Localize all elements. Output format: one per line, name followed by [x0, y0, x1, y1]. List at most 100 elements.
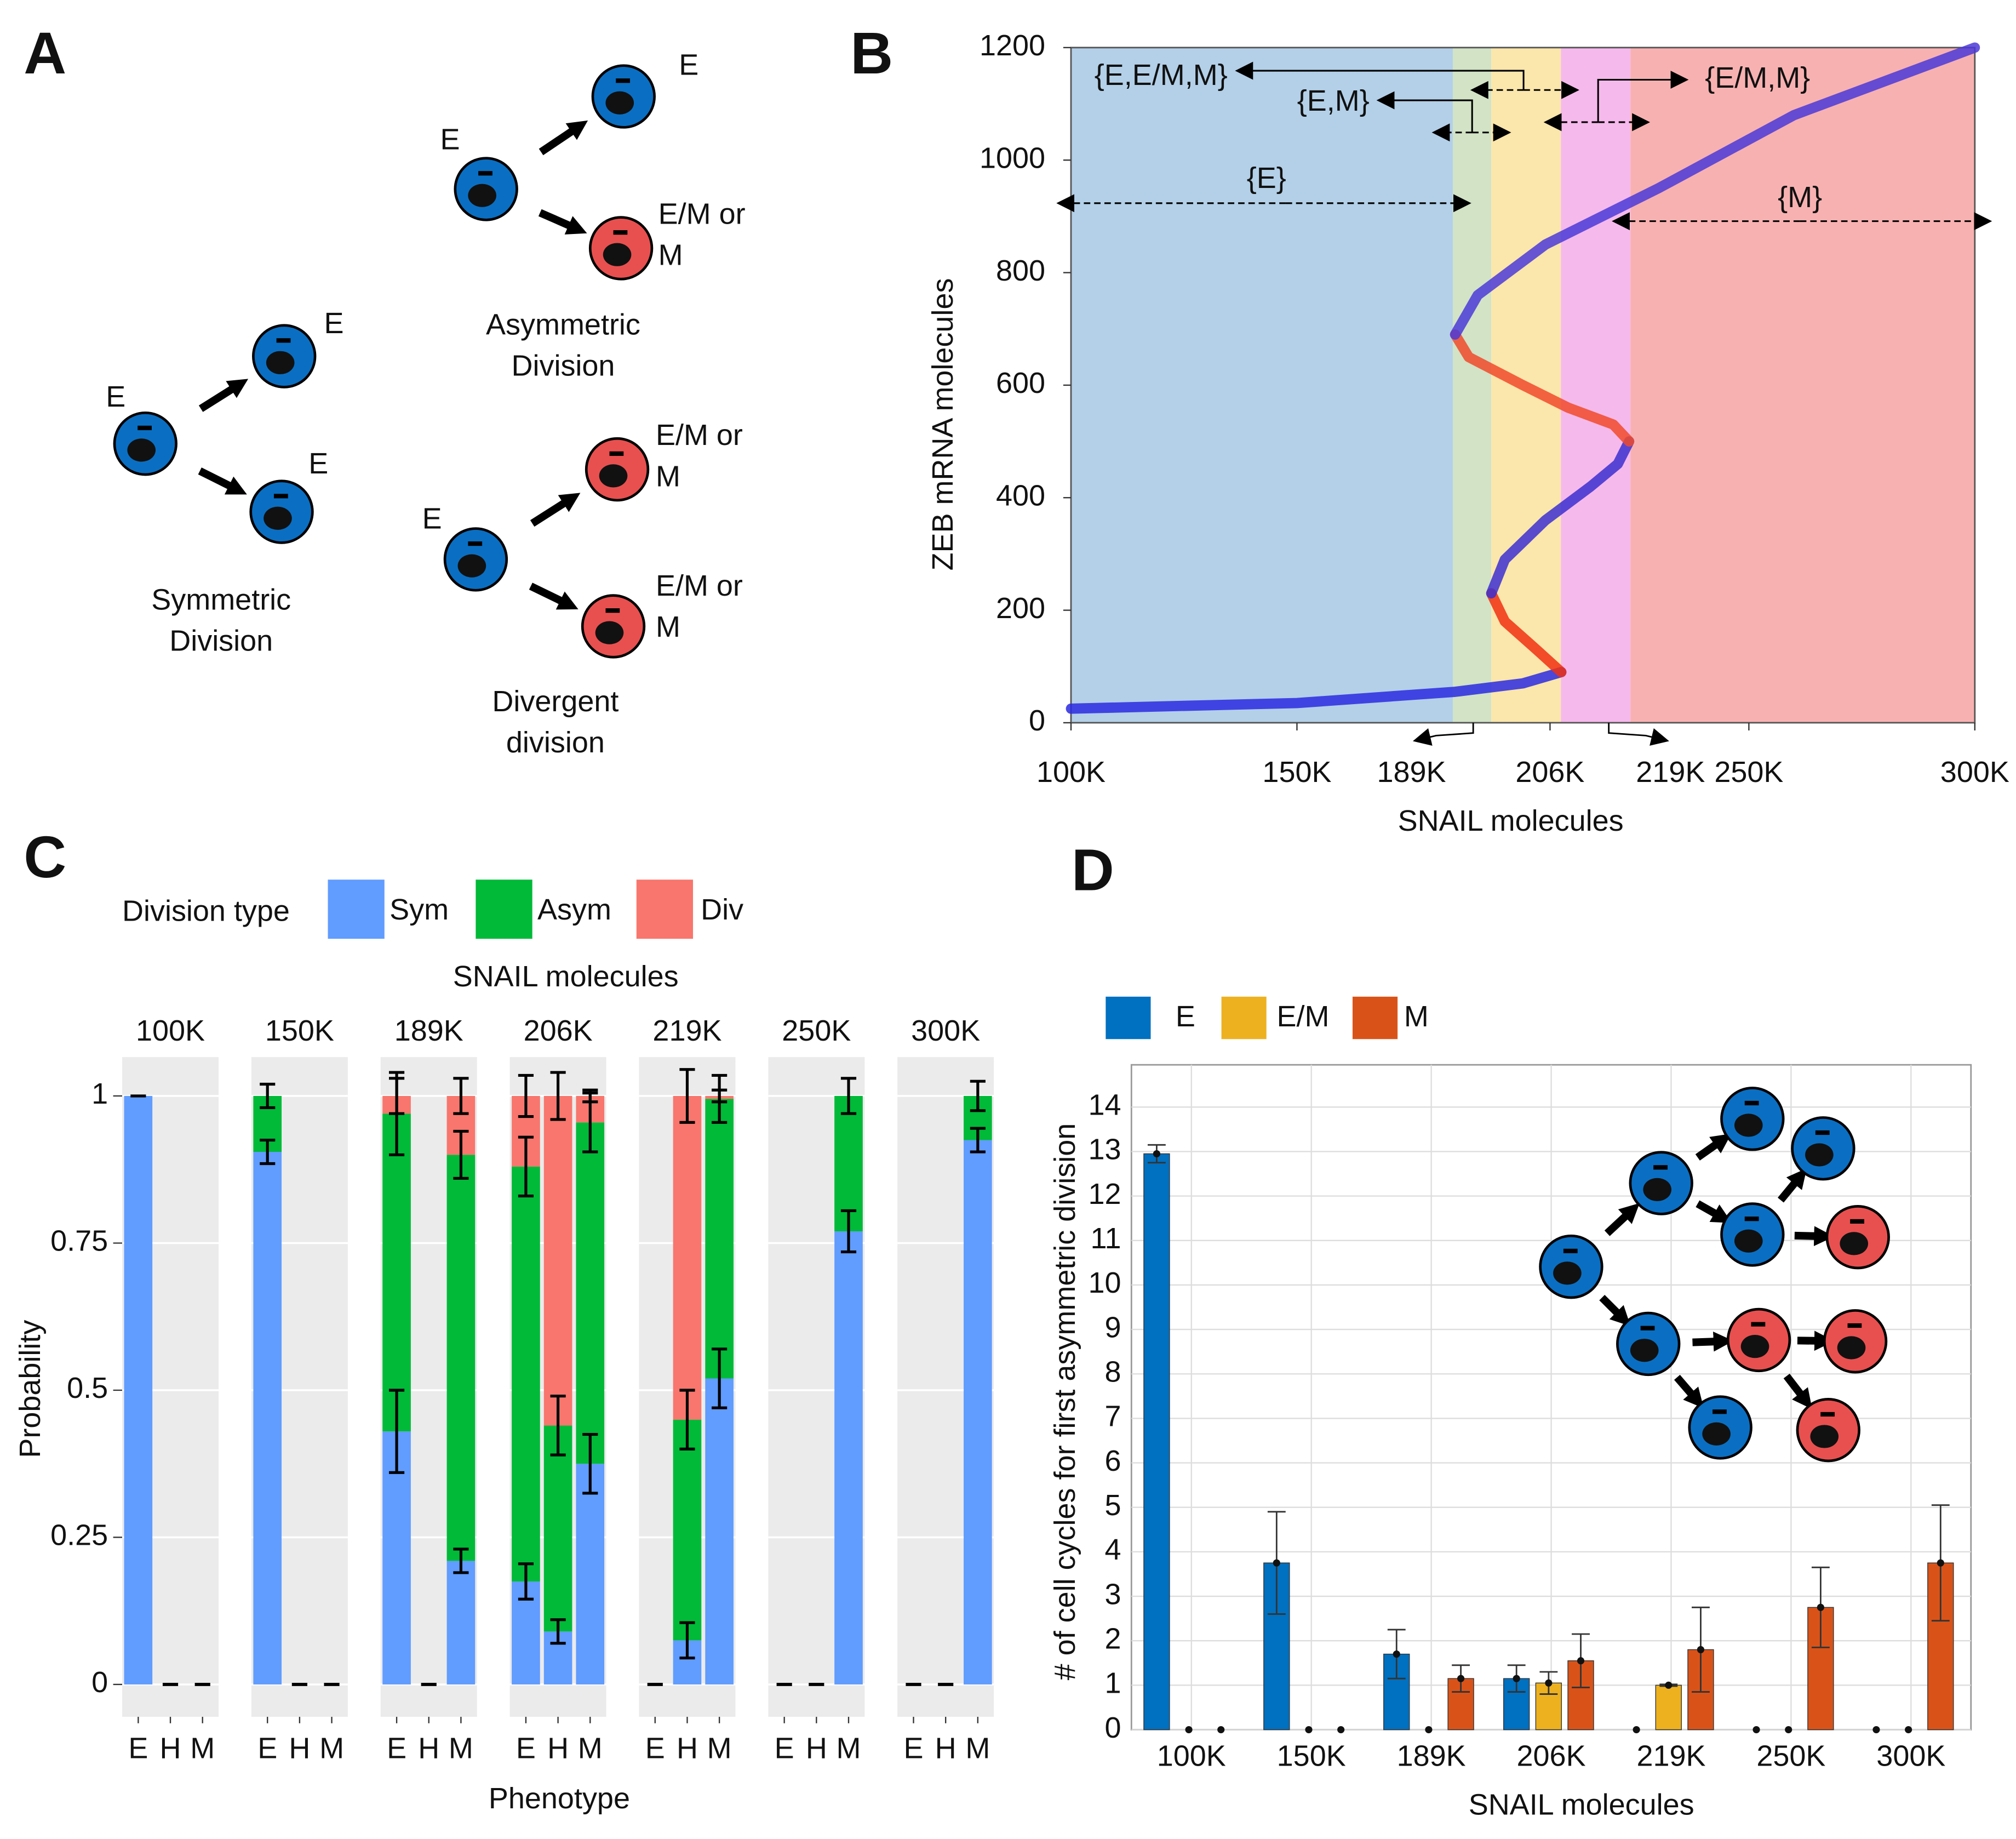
- diagram-title: Symmetric: [151, 584, 291, 616]
- y-tick-label: 14: [1088, 1089, 1121, 1122]
- annotation: {M}: [1778, 181, 1822, 214]
- y-axis-label: # of cell cycles for first asymmetric di…: [1049, 1123, 1081, 1681]
- y-tick-label: 7: [1105, 1400, 1121, 1433]
- x-tick-label: M: [707, 1732, 732, 1764]
- error-bar: [550, 1071, 566, 1121]
- cell-mark: [609, 451, 624, 456]
- bar-point: [1665, 1681, 1673, 1689]
- y-axis-label: ZEB mRNA molecules: [926, 278, 959, 571]
- x-tick-label: H: [547, 1732, 569, 1764]
- error-bar: [260, 1138, 276, 1166]
- cell-nucleus: [457, 554, 486, 578]
- annotation-arrow: [1597, 71, 1689, 122]
- y-tick-label: 0.25: [50, 1519, 108, 1552]
- cell-nucleus: [266, 351, 295, 374]
- diagram-title: Division: [169, 625, 273, 658]
- bar-segment: [382, 1113, 411, 1432]
- error-bar: [550, 1395, 566, 1457]
- x-tick-label: H: [806, 1732, 827, 1764]
- x-tick-label: 189K: [1397, 1739, 1466, 1772]
- x-tick-label: 250K: [1756, 1739, 1825, 1772]
- bar-segment: [543, 1095, 572, 1426]
- x-tick-label: H: [289, 1732, 310, 1764]
- panel-letter: D: [1072, 836, 1114, 903]
- y-tick-label: 800: [996, 254, 1045, 287]
- bar-segment: [576, 1464, 605, 1684]
- diagram-title: Asymmetric: [486, 308, 640, 341]
- x-tick-label: 300K: [1876, 1739, 1945, 1772]
- arrow: [1696, 1200, 1732, 1223]
- y-tick-label: 0.5: [67, 1372, 108, 1404]
- facet-label: 189K: [394, 1014, 463, 1047]
- cell-nucleus: [127, 438, 156, 462]
- x-tick-label: 100K: [1157, 1739, 1226, 1772]
- bar-point: [1752, 1726, 1760, 1734]
- cell-nucleus: [603, 243, 632, 266]
- bar-point: [1457, 1675, 1465, 1682]
- legend-swatch: [1221, 996, 1267, 1040]
- arrow: [1692, 1332, 1734, 1352]
- cell-label: E: [422, 502, 442, 535]
- error-bar: [550, 1618, 566, 1645]
- bar-segment: [124, 1095, 153, 1684]
- diagram-title: Divergent: [492, 685, 618, 718]
- cell-nucleus: [1810, 1425, 1839, 1448]
- bar-point: [1305, 1726, 1313, 1734]
- facet-label: 300K: [911, 1014, 980, 1047]
- cell-nucleus: [1837, 1336, 1866, 1360]
- cell-label: E: [308, 447, 328, 480]
- bifurcation-curve: [1066, 667, 1567, 714]
- arrow: [1783, 1373, 1812, 1409]
- error-bar: [712, 1088, 728, 1104]
- x-tick-label: E: [645, 1732, 665, 1764]
- x-tick-label: M: [578, 1732, 603, 1764]
- arrow: [1778, 1168, 1807, 1203]
- bar: [1655, 1684, 1682, 1731]
- x-tick-label: H: [935, 1732, 957, 1764]
- error-bar: [970, 1080, 986, 1112]
- region: [1561, 47, 1631, 723]
- x-tick-label: 100K: [1036, 756, 1106, 789]
- x-tick-label: M: [449, 1732, 473, 1764]
- bar-point: [1633, 1726, 1640, 1734]
- y-tick-label: 8: [1105, 1355, 1121, 1388]
- x-tick-label: E: [257, 1732, 277, 1764]
- y-tick-label: 1200: [980, 29, 1045, 62]
- error-bar: [518, 1135, 534, 1198]
- arrow: [529, 582, 579, 610]
- region: [1630, 47, 1975, 723]
- y-tick-label: 6: [1105, 1444, 1121, 1477]
- x-tick-label: M: [965, 1732, 990, 1764]
- bar-point: [1697, 1646, 1705, 1654]
- y-tick-label: 1000: [980, 141, 1045, 174]
- cell-mark: [1640, 1326, 1655, 1330]
- arrow: [1797, 1330, 1835, 1351]
- bar-segment: [673, 1419, 702, 1641]
- x-axis-label: Phenotype: [489, 1782, 630, 1815]
- cell-label: E: [106, 380, 125, 413]
- panel-letter: C: [24, 824, 66, 890]
- cell-mark: [1563, 1248, 1578, 1254]
- arrow: [198, 379, 249, 412]
- legend-label: E: [1176, 1000, 1195, 1033]
- error-bar: [453, 1547, 469, 1574]
- legend-title: Division type: [122, 895, 290, 928]
- error-bar: [582, 1088, 598, 1104]
- cell-nucleus: [468, 184, 496, 207]
- x-tick-label: H: [418, 1732, 439, 1764]
- x-tick-label: E: [775, 1732, 794, 1764]
- legend-label: Asym: [537, 893, 611, 926]
- x-tick-label: E: [128, 1732, 148, 1764]
- bar-point: [1273, 1559, 1280, 1567]
- cell-nucleus: [1734, 1113, 1763, 1137]
- y-tick-label: 3: [1105, 1578, 1121, 1610]
- x-tick-label: 150K: [1262, 756, 1331, 789]
- legend-swatch: [1106, 996, 1151, 1040]
- cell-nucleus: [1840, 1232, 1869, 1255]
- facet-label: 219K: [652, 1014, 721, 1047]
- bar-point: [1905, 1726, 1912, 1734]
- cell-nucleus: [595, 621, 624, 644]
- x-tick-label: 206K: [1517, 1739, 1586, 1772]
- cell-mark: [1744, 1217, 1759, 1221]
